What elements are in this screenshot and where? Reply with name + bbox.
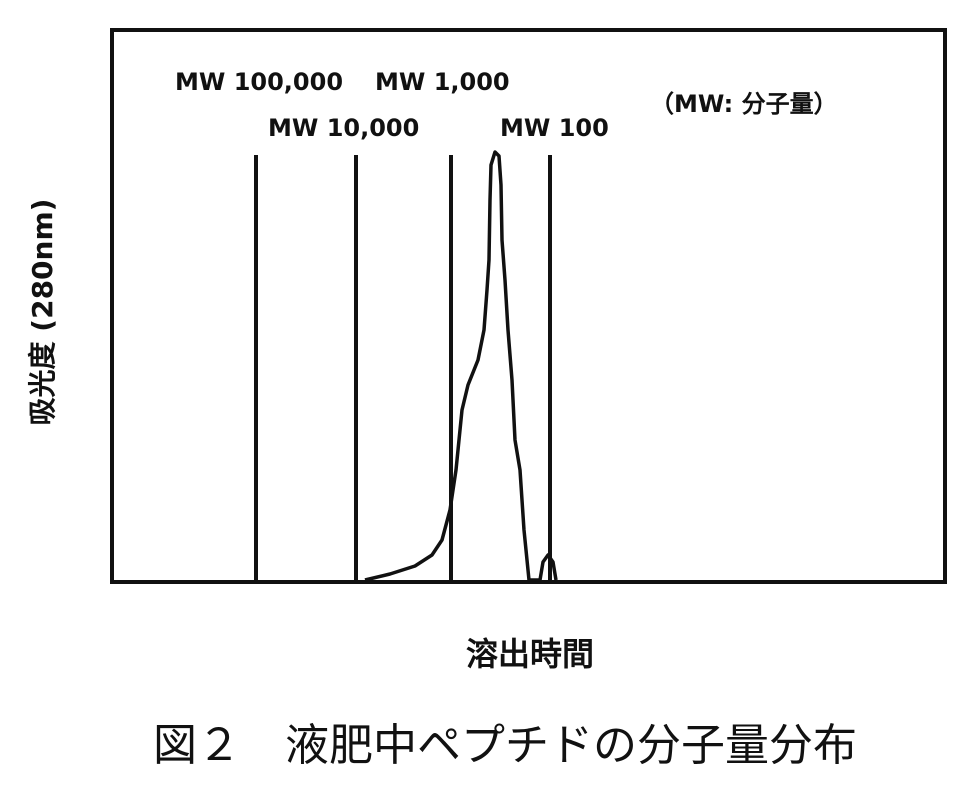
note: （MW: 分子量） <box>650 90 838 118</box>
x-axis-label: 溶出時間 <box>466 635 594 673</box>
marker-label: MW 1,000 <box>375 68 510 96</box>
marker-label: MW 100 <box>500 114 609 142</box>
marker-label: MW 100,000 <box>175 68 343 96</box>
caption: 図２ 液肥中ペプチドの分子量分布 <box>153 720 857 771</box>
elution-curve <box>364 150 558 582</box>
plot-frame <box>110 28 947 584</box>
marker-lines <box>254 155 552 582</box>
marker-label: MW 10,000 <box>268 114 419 142</box>
y-axis-label: 吸光度 (280nm) <box>26 199 59 426</box>
